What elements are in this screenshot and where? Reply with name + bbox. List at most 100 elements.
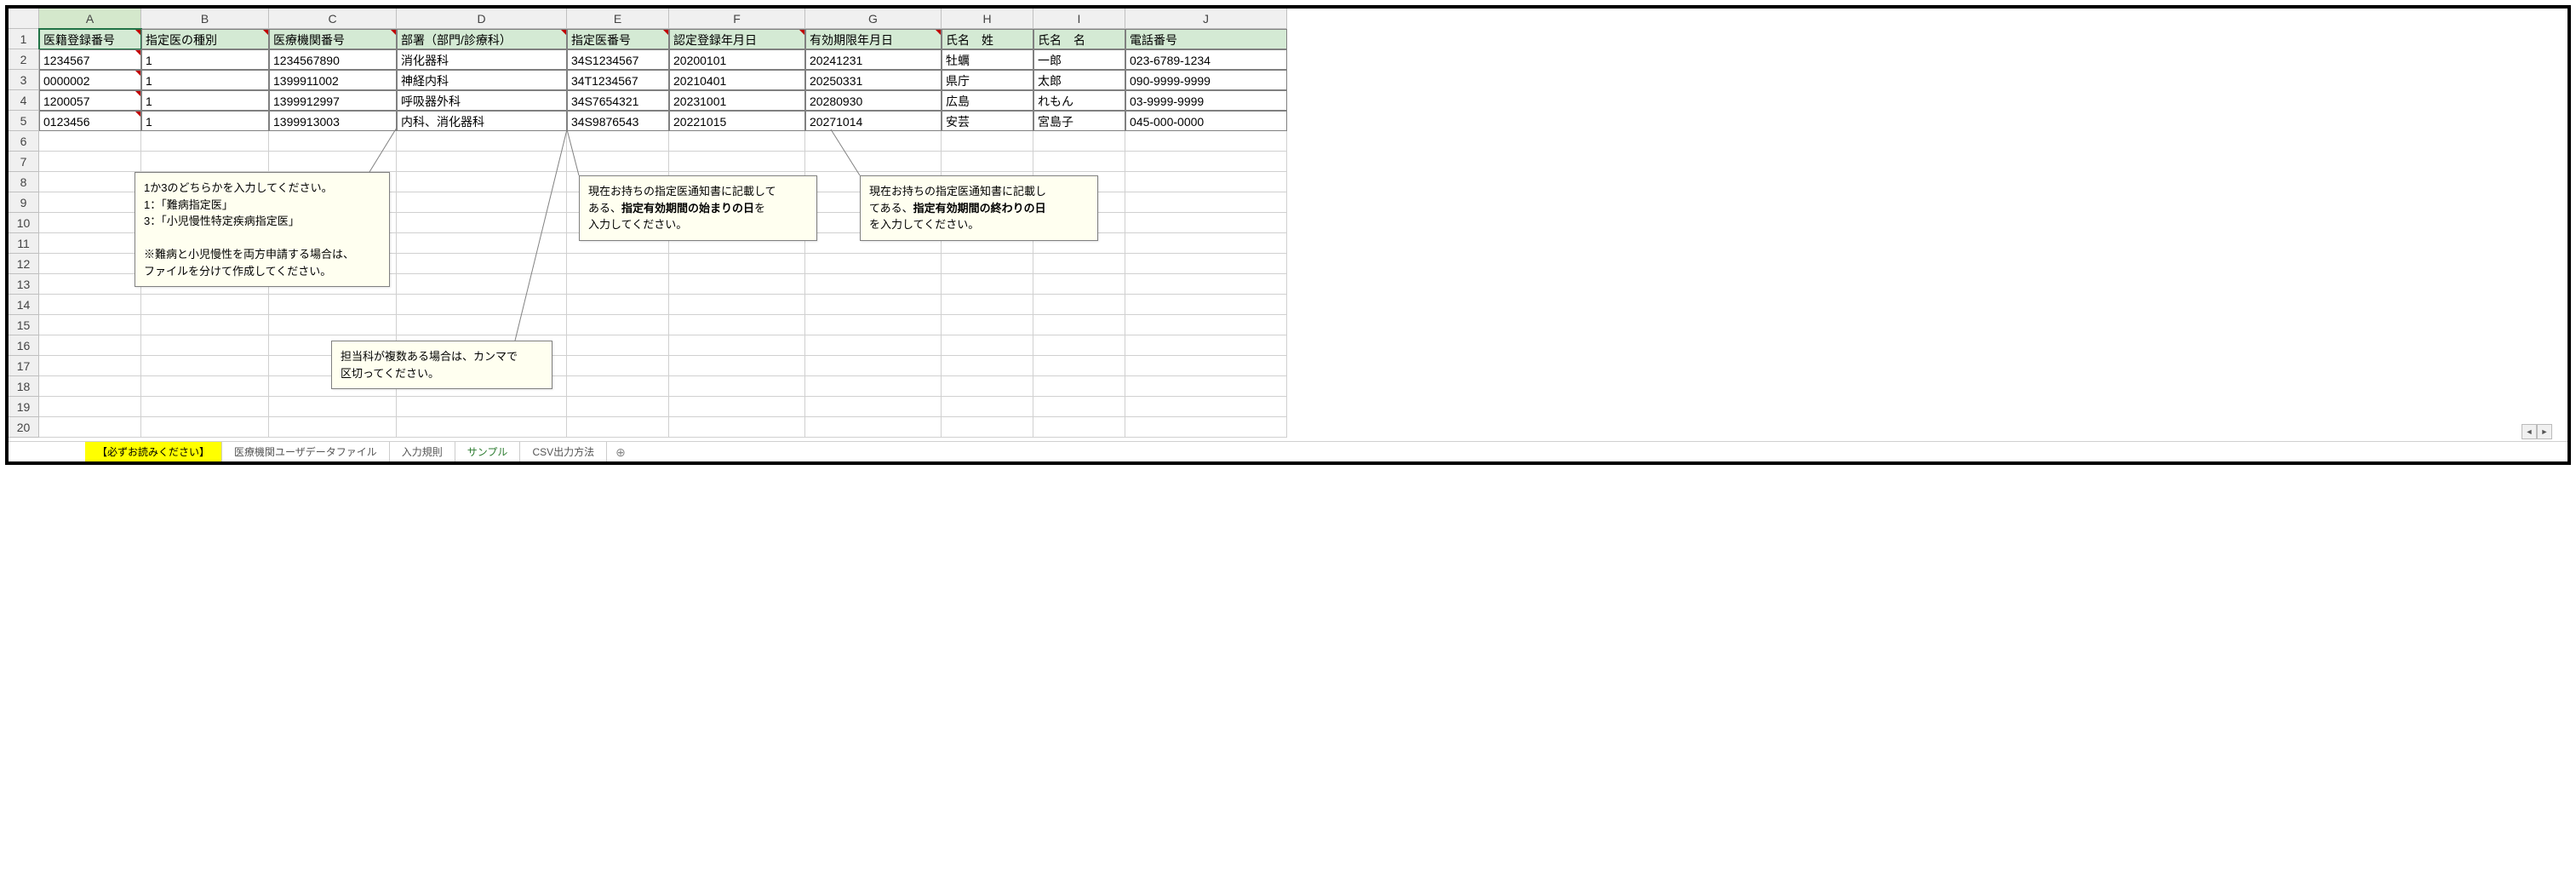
cell-B19[interactable] — [141, 397, 269, 417]
cell-C6[interactable] — [269, 131, 397, 152]
cell-F1[interactable]: 認定登録年月日 — [669, 29, 805, 49]
cell-F15[interactable] — [669, 315, 805, 335]
cell-J13[interactable] — [1125, 274, 1287, 295]
cell-A10[interactable] — [39, 213, 141, 233]
row-header-18[interactable]: 18 — [9, 376, 39, 397]
cell-H13[interactable] — [942, 274, 1033, 295]
cell-A14[interactable] — [39, 295, 141, 315]
sheet-tab[interactable]: 【必ずお読みください】 — [85, 442, 222, 461]
cell-G6[interactable] — [805, 131, 942, 152]
row-header-12[interactable]: 12 — [9, 254, 39, 274]
cell-A2[interactable]: 1234567 — [39, 49, 141, 70]
cell-F16[interactable] — [669, 335, 805, 356]
cell-H4[interactable]: 広島 — [942, 90, 1033, 111]
cell-J17[interactable] — [1125, 356, 1287, 376]
cell-J12[interactable] — [1125, 254, 1287, 274]
cell-E19[interactable] — [567, 397, 669, 417]
cell-B16[interactable] — [141, 335, 269, 356]
cell-C19[interactable] — [269, 397, 397, 417]
row-header-1[interactable]: 1 — [9, 29, 39, 49]
cell-B17[interactable] — [141, 356, 269, 376]
cell-D14[interactable] — [397, 295, 567, 315]
cell-F20[interactable] — [669, 417, 805, 438]
cell-H1[interactable]: 氏名 姓 — [942, 29, 1033, 49]
cell-H2[interactable]: 牡蠣 — [942, 49, 1033, 70]
cell-F3[interactable]: 20210401 — [669, 70, 805, 90]
cell-H18[interactable] — [942, 376, 1033, 397]
cell-D1[interactable]: 部署（部門/診療科） — [397, 29, 567, 49]
cell-E16[interactable] — [567, 335, 669, 356]
cell-B4[interactable]: 1 — [141, 90, 269, 111]
cell-H3[interactable]: 県庁 — [942, 70, 1033, 90]
cell-I1[interactable]: 氏名 名 — [1033, 29, 1125, 49]
cell-C5[interactable]: 1399913003 — [269, 111, 397, 131]
cell-I18[interactable] — [1033, 376, 1125, 397]
cell-B18[interactable] — [141, 376, 269, 397]
cell-I3[interactable]: 太郎 — [1033, 70, 1125, 90]
cell-H14[interactable] — [942, 295, 1033, 315]
cell-A8[interactable] — [39, 172, 141, 192]
row-header-7[interactable]: 7 — [9, 152, 39, 172]
cell-D15[interactable] — [397, 315, 567, 335]
cell-F13[interactable] — [669, 274, 805, 295]
cell-F19[interactable] — [669, 397, 805, 417]
row-header-2[interactable]: 2 — [9, 49, 39, 70]
cell-D10[interactable] — [397, 213, 567, 233]
cell-E7[interactable] — [567, 152, 669, 172]
row-header-20[interactable]: 20 — [9, 417, 39, 438]
cell-I17[interactable] — [1033, 356, 1125, 376]
cell-H12[interactable] — [942, 254, 1033, 274]
sheet-tab[interactable]: 医療機関ユーザデータファイル — [222, 442, 390, 461]
cell-B3[interactable]: 1 — [141, 70, 269, 90]
cell-A3[interactable]: 0000002 — [39, 70, 141, 90]
cell-A13[interactable] — [39, 274, 141, 295]
cell-A4[interactable]: 1200057 — [39, 90, 141, 111]
row-header-15[interactable]: 15 — [9, 315, 39, 335]
sheet-tab[interactable]: サンプル — [455, 442, 521, 461]
cell-E17[interactable] — [567, 356, 669, 376]
row-header-8[interactable]: 8 — [9, 172, 39, 192]
cell-B1[interactable]: 指定医の種別 — [141, 29, 269, 49]
cell-A19[interactable] — [39, 397, 141, 417]
cell-E3[interactable]: 34T1234567 — [567, 70, 669, 90]
cell-E2[interactable]: 34S1234567 — [567, 49, 669, 70]
cell-J3[interactable]: 090-9999-9999 — [1125, 70, 1287, 90]
cell-J11[interactable] — [1125, 233, 1287, 254]
cell-A20[interactable] — [39, 417, 141, 438]
cell-I2[interactable]: 一郎 — [1033, 49, 1125, 70]
cell-G17[interactable] — [805, 356, 942, 376]
cell-F7[interactable] — [669, 152, 805, 172]
cell-D11[interactable] — [397, 233, 567, 254]
row-header-19[interactable]: 19 — [9, 397, 39, 417]
cell-A5[interactable]: 0123456 — [39, 111, 141, 131]
cell-I7[interactable] — [1033, 152, 1125, 172]
cell-J2[interactable]: 023-6789-1234 — [1125, 49, 1287, 70]
cell-D8[interactable] — [397, 172, 567, 192]
cell-E5[interactable]: 34S9876543 — [567, 111, 669, 131]
col-header-I[interactable]: I — [1033, 9, 1125, 29]
cell-J8[interactable] — [1125, 172, 1287, 192]
cell-C1[interactable]: 医療機関番号 — [269, 29, 397, 49]
cell-F12[interactable] — [669, 254, 805, 274]
cell-D6[interactable] — [397, 131, 567, 152]
cell-E20[interactable] — [567, 417, 669, 438]
cell-G5[interactable]: 20271014 — [805, 111, 942, 131]
cell-J1[interactable]: 電話番号 — [1125, 29, 1287, 49]
cell-E6[interactable] — [567, 131, 669, 152]
col-header-G[interactable]: G — [805, 9, 942, 29]
cell-J16[interactable] — [1125, 335, 1287, 356]
cell-J14[interactable] — [1125, 295, 1287, 315]
cell-G4[interactable]: 20280930 — [805, 90, 942, 111]
cell-J19[interactable] — [1125, 397, 1287, 417]
cell-E4[interactable]: 34S7654321 — [567, 90, 669, 111]
cell-F6[interactable] — [669, 131, 805, 152]
hscroll-right-button[interactable]: ► — [2537, 424, 2552, 439]
cell-B14[interactable] — [141, 295, 269, 315]
cell-I12[interactable] — [1033, 254, 1125, 274]
cell-A12[interactable] — [39, 254, 141, 274]
cell-D5[interactable]: 内科、消化器科 — [397, 111, 567, 131]
cell-A7[interactable] — [39, 152, 141, 172]
sheet-tab[interactable]: CSV出力方法 — [520, 442, 607, 461]
cell-C20[interactable] — [269, 417, 397, 438]
cell-G2[interactable]: 20241231 — [805, 49, 942, 70]
